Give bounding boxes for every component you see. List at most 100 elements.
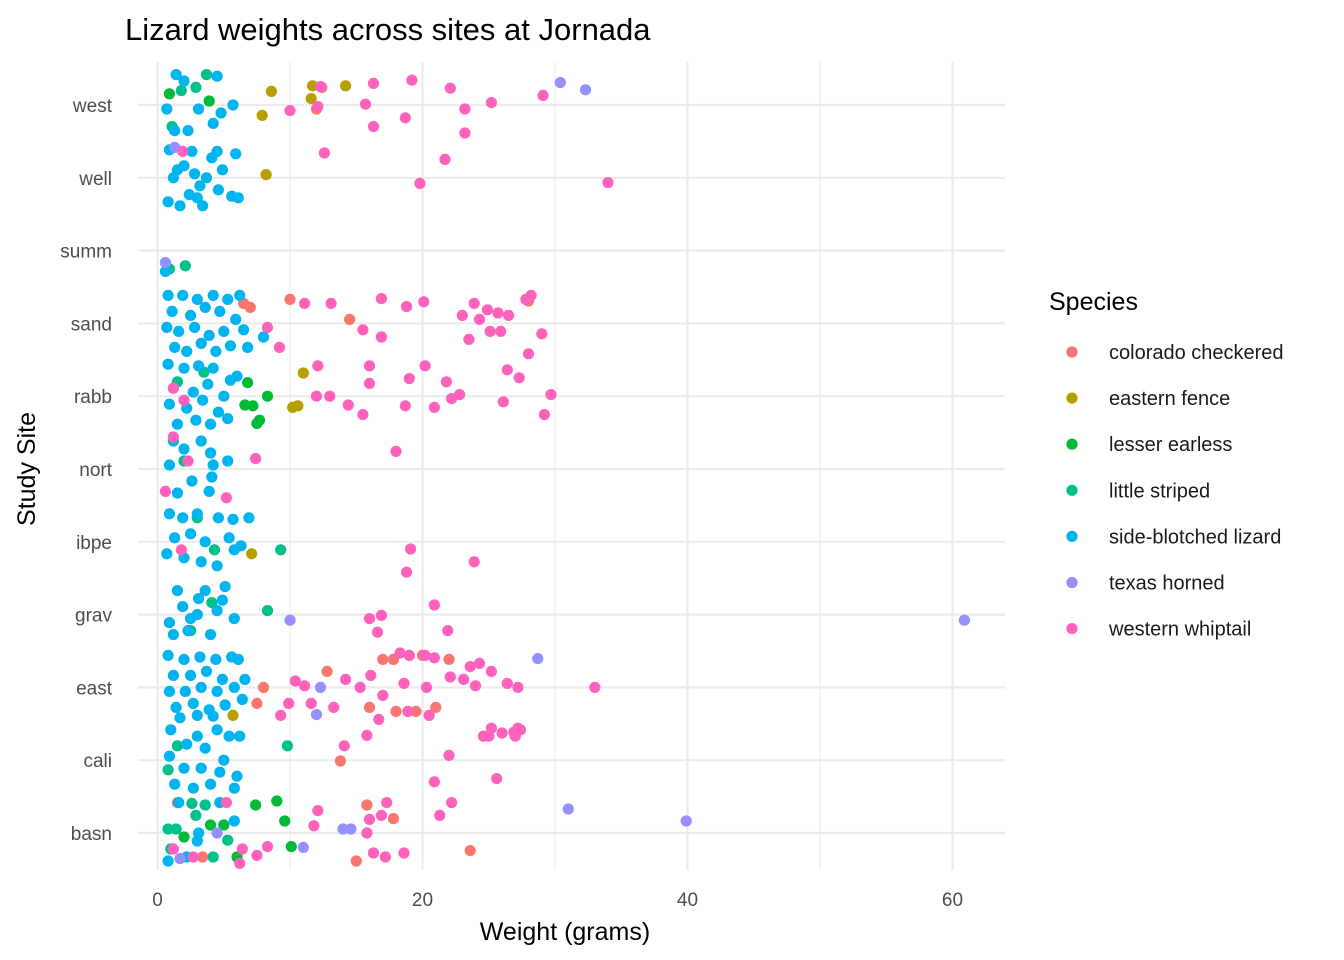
data-point: [236, 843, 248, 855]
data-point: [197, 394, 209, 406]
data-point: [314, 81, 327, 93]
data-point: [204, 629, 217, 641]
data-point: [468, 556, 480, 568]
data-point: [512, 681, 524, 694]
data-point: [250, 799, 262, 811]
data-point: [367, 121, 380, 133]
data-point: [208, 544, 221, 556]
data-point: [402, 705, 414, 718]
data-point: [243, 512, 255, 524]
data-point: [174, 712, 186, 724]
data-point: [363, 813, 376, 826]
data-point: [167, 629, 179, 641]
data-point: [473, 313, 486, 325]
data-point: [194, 180, 206, 192]
data-point: [228, 681, 240, 694]
y-tick-label-grav: grav: [75, 606, 112, 627]
data-point: [162, 649, 174, 662]
data-point: [387, 813, 399, 825]
data-point: [175, 544, 187, 556]
data-point: [310, 390, 323, 402]
series-eastern-fence: [227, 80, 352, 722]
data-point: [204, 447, 217, 459]
data-point: [182, 455, 194, 467]
data-point: [187, 782, 199, 794]
data-point: [220, 797, 232, 809]
data-point: [222, 413, 234, 425]
data-point: [167, 431, 179, 443]
data-point: [181, 738, 193, 750]
data-point: [501, 364, 513, 376]
data-point: [428, 599, 440, 611]
data-point: [375, 809, 387, 822]
data-point: [210, 345, 222, 357]
data-point: [178, 653, 190, 666]
data-point: [214, 766, 226, 778]
data-point: [403, 373, 415, 385]
data-point: [162, 196, 174, 208]
data-point: [485, 722, 497, 734]
data-point: [204, 819, 217, 831]
data-point: [224, 340, 236, 352]
data-point: [305, 93, 317, 105]
data-point: [169, 778, 181, 790]
x-tick-label: 20: [412, 890, 433, 911]
data-point: [257, 681, 270, 694]
data-point: [219, 699, 231, 711]
data-point: [211, 560, 223, 572]
data-point: [216, 164, 228, 176]
data-point: [206, 597, 218, 609]
data-point: [361, 799, 373, 811]
data-point: [406, 74, 418, 86]
data-point: [207, 459, 219, 471]
data-point: [363, 360, 376, 372]
data-point: [175, 85, 187, 97]
data-point: [163, 88, 175, 100]
legend-label: side-blotched lizard: [1109, 526, 1281, 548]
data-point: [178, 443, 190, 455]
y-tick-label-east: east: [76, 678, 113, 699]
data-point: [284, 614, 296, 626]
data-point: [197, 851, 209, 863]
data-point: [324, 390, 336, 402]
data-point: [357, 324, 369, 336]
data-point: [163, 459, 175, 471]
data-point: [178, 831, 190, 843]
data-point: [275, 709, 287, 722]
data-point: [251, 417, 263, 429]
data-point: [328, 701, 340, 714]
data-point: [218, 325, 230, 337]
data-point: [446, 797, 458, 809]
data-point: [579, 84, 592, 96]
legend-label: texas horned: [1109, 573, 1225, 595]
legend-label: little striped: [1109, 480, 1210, 502]
y-tick-label-west: west: [72, 96, 113, 117]
data-point: [357, 409, 369, 421]
data-point: [536, 328, 548, 340]
data-point: [167, 669, 179, 682]
chart-title: Lizard weights across sites at Jornada: [125, 12, 651, 47]
data-point: [167, 172, 179, 184]
y-axis-title: Study Site: [13, 412, 41, 526]
data-point: [193, 827, 205, 839]
data-point: [185, 528, 197, 540]
data-point: [481, 304, 493, 316]
data-point: [212, 406, 224, 418]
data-point: [220, 492, 232, 504]
data-point: [216, 673, 228, 686]
data-point: [203, 95, 215, 107]
data-point: [485, 665, 497, 678]
data-point: [312, 101, 324, 113]
data-point: [261, 321, 274, 333]
data-point: [318, 147, 330, 159]
data-point: [190, 414, 202, 426]
data-point: [202, 378, 214, 390]
data-point: [177, 512, 189, 524]
data-point: [261, 390, 274, 402]
data-point: [261, 841, 274, 853]
data-point: [207, 362, 219, 374]
data-point: [207, 710, 219, 722]
data-point: [334, 755, 346, 767]
data-point: [379, 851, 391, 863]
x-tick-label: 60: [942, 890, 963, 911]
